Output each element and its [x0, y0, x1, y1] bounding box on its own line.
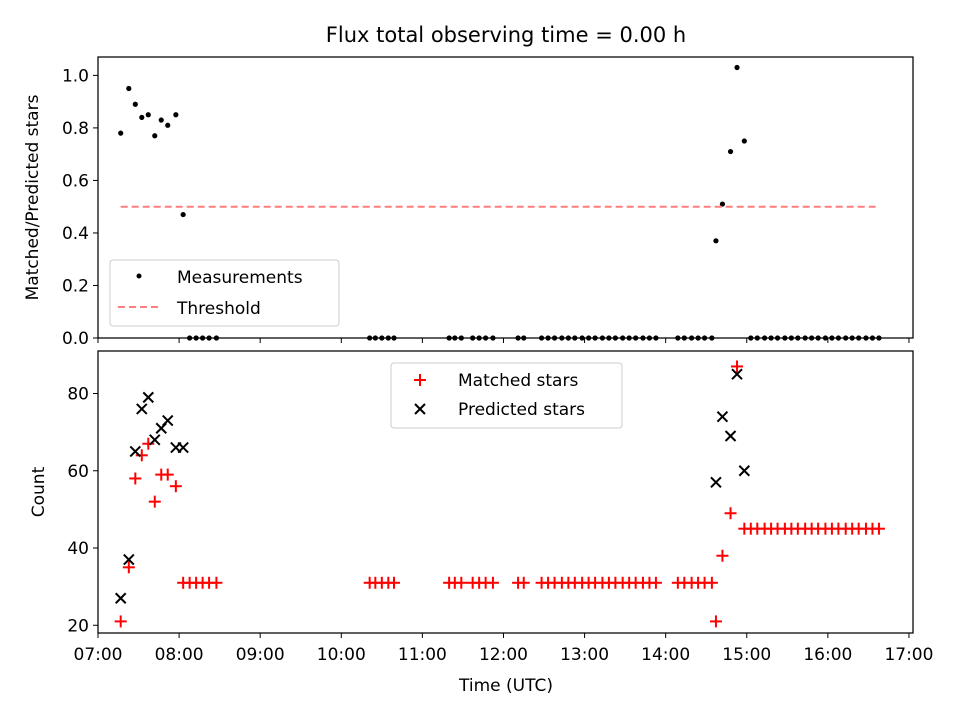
measurements-point	[741, 138, 747, 144]
predicted-stars-point	[710, 476, 722, 489]
measurements-point	[713, 238, 719, 244]
measurements-point	[126, 85, 132, 92]
predicted-stars-point	[142, 391, 154, 404]
count-panel-ylabel: Count	[29, 466, 49, 517]
ratio-panel-frame	[97, 56, 914, 339]
legend-matched-label: Matched stars	[458, 371, 578, 391]
y-tick-label: 1.0	[62, 66, 89, 86]
y-tick-label: 0.4	[62, 224, 89, 244]
measurements-point	[145, 112, 151, 118]
ratio-panel: 0.0 0.2 0.4 0.6 0.8 1.0 Matched/Predicted sta…	[23, 56, 914, 349]
predicted-stars-point	[114, 592, 127, 604]
legend-predicted-marker	[414, 403, 426, 415]
y-tick-label: 0.0	[62, 329, 89, 349]
predicted-stars-point	[123, 553, 135, 566]
measurements-point	[165, 122, 171, 128]
predicted-stars-point	[149, 434, 161, 446]
matched-stars-point	[387, 576, 400, 589]
legend-threshold-label: Threshold	[176, 299, 261, 319]
ratio-legend: Measurements Threshold	[109, 259, 340, 327]
legend-matched-marker	[414, 374, 426, 386]
predicted-stars-point	[731, 368, 743, 380]
measurements-point	[180, 211, 186, 218]
measurements-point	[139, 114, 145, 121]
measurements-point	[734, 64, 740, 71]
predicted-stars-point	[738, 465, 751, 477]
predicted-stars-point	[724, 430, 737, 442]
predicted-stars-point	[716, 410, 729, 423]
measurements-point	[118, 130, 124, 136]
predicted-stars-point	[129, 445, 142, 458]
measurements-point	[719, 201, 726, 207]
y-tick-label: 0.2	[62, 276, 89, 296]
ratio-legend-box	[109, 259, 340, 327]
x-tick-label: 11:00	[398, 645, 447, 665]
matched-stars-point	[169, 480, 182, 493]
ratio-panel-ylabel: Matched/Predicted stars	[23, 94, 43, 300]
x-tick-label: 08:00	[155, 645, 204, 665]
predicted-stars-point	[136, 403, 148, 415]
count-legend-box	[390, 362, 623, 429]
x-tick-label: 09:00	[236, 645, 285, 665]
matched-stars-point	[129, 472, 142, 485]
matched-stars-point	[148, 495, 161, 508]
measurements-point	[158, 117, 164, 123]
x-tick-label: 17:00	[884, 645, 933, 665]
legend-measurements-marker	[136, 273, 142, 279]
predicted-stars-point	[162, 414, 174, 427]
y-tick-label: 0.6	[62, 171, 89, 191]
matched-stars-point	[114, 615, 127, 628]
measurements-point	[173, 112, 179, 118]
y-tick-label: 20	[67, 616, 89, 636]
matched-stars-point	[709, 615, 722, 628]
x-tick-label: 15:00	[722, 645, 771, 665]
y-tick-label: 60	[67, 462, 89, 482]
matched-stars-point	[517, 576, 530, 589]
y-tick-label: 0.8	[62, 119, 89, 139]
matched-stars-point	[486, 576, 499, 589]
legend-measurements-label: Measurements	[177, 268, 303, 288]
x-tick-label: 10:00	[317, 645, 366, 665]
count-panel: 20 40 60 80 07:00 08:00 09:00 10:00 11:00 12:00 13…	[29, 350, 933, 696]
matched-stars-point	[455, 576, 468, 589]
y-tick-label: 80	[67, 384, 89, 404]
count-legend: Matched stars Predicted stars	[390, 362, 623, 429]
x-tick-label: 07:00	[74, 645, 123, 665]
matched-stars-point	[649, 576, 662, 589]
measurements-point	[132, 101, 138, 107]
matched-stars-point	[731, 360, 744, 373]
predicted-stars-point	[177, 441, 189, 454]
x-tick-label: 14:00	[641, 645, 690, 665]
matched-stars-point	[724, 507, 737, 520]
y-tick-label: 40	[67, 539, 89, 559]
matched-stars-point	[716, 549, 729, 562]
matched-stars-point	[122, 561, 135, 574]
x-tick-label: 12:00	[479, 645, 528, 665]
matched-stars-point	[161, 468, 174, 481]
x-tick-label: 16:00	[803, 645, 852, 665]
matched-stars-point	[705, 576, 718, 589]
count-panel-frame	[97, 350, 914, 634]
measurements-point	[727, 148, 734, 155]
count-panel-xlabel: Time (UTC)	[458, 676, 553, 696]
x-tick-label: 13:00	[560, 645, 609, 665]
matched-stars-point	[872, 522, 885, 535]
measurements-point	[152, 133, 158, 139]
legend-predicted-label: Predicted stars	[458, 400, 585, 420]
figure-title: Flux total observing time = 0.00 h	[326, 23, 686, 47]
matched-stars-point	[210, 576, 223, 589]
